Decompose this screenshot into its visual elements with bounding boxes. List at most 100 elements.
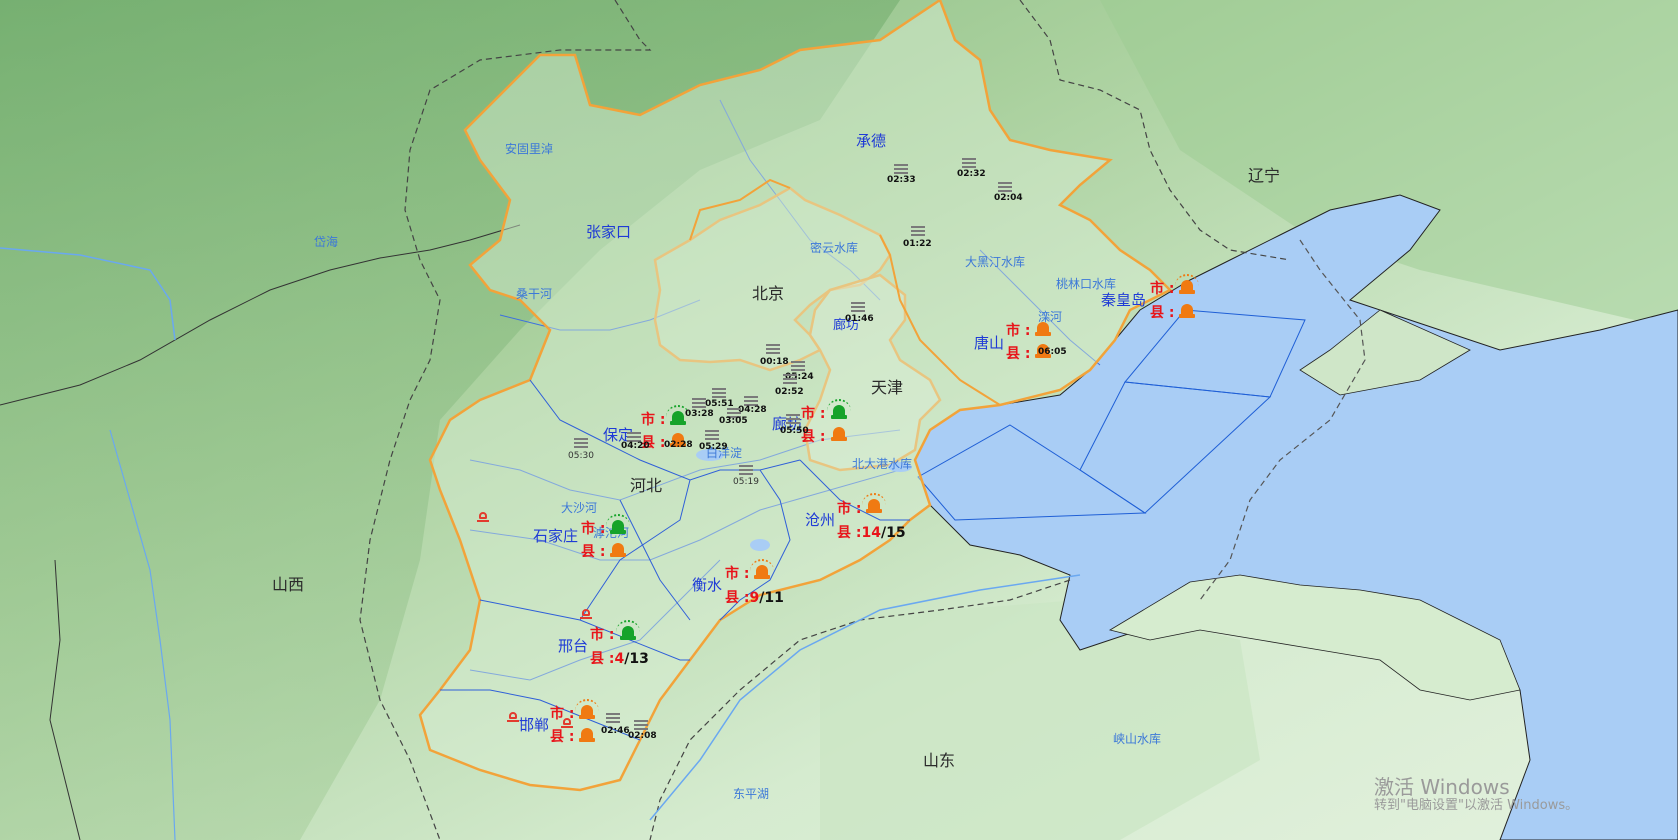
location-pin-icon[interactable] — [507, 712, 519, 723]
city-label-xingtai[interactable]: 邢台 — [558, 637, 589, 655]
water-label-luanhe: 滦河 — [1038, 310, 1063, 324]
station-marker-icon[interactable] — [786, 414, 800, 426]
province-label-shandong: 山东 — [923, 751, 956, 770]
station-time: 02:46 — [601, 726, 630, 736]
station-marker-icon[interactable] — [574, 438, 588, 450]
tangshan-city-siren-icon[interactable] — [1035, 320, 1051, 337]
handan-county-alert-label: 县 : — [550, 729, 575, 745]
station-marker-icon[interactable] — [627, 432, 641, 444]
xingtai-county-count-alerted: 4 — [614, 651, 625, 667]
shandong-hills — [820, 600, 1260, 840]
city-label-langfang[interactable]: 廊坊 — [772, 415, 803, 433]
river-daqing — [469, 429, 901, 501]
station-time: 05:50 — [780, 426, 809, 436]
city-label-shijiazhuang[interactable]: 石家庄 — [533, 527, 579, 545]
baoding-city-alert-label: 市 : — [641, 412, 666, 428]
baoding-county-alert-label: 县 : — [641, 435, 666, 451]
station-time: 05:24 — [785, 372, 814, 382]
langfang-county-siren-icon[interactable] — [831, 425, 847, 442]
city-label-chengde[interactable]: 承德 — [856, 132, 887, 150]
city-label-tangshan[interactable]: 唐山 — [974, 334, 1005, 352]
station-marker-icon[interactable] — [692, 398, 706, 410]
station-time: 01:46 — [845, 314, 874, 324]
station-marker-icon[interactable] — [712, 388, 726, 400]
river-fen — [109, 429, 176, 840]
cangzhou-city-siren-icon[interactable] — [862, 493, 886, 514]
province-label-hebei: 河北 — [630, 476, 663, 495]
qinhuangdao-county-siren-icon[interactable] — [1179, 302, 1195, 319]
xingtai-city-alert-label: 市 : — [590, 627, 615, 643]
station-marker-icon[interactable] — [606, 713, 620, 725]
city-label-hengshui[interactable]: 衡水 — [692, 576, 723, 594]
baoding-county-siren-icon[interactable] — [670, 431, 686, 448]
sea-zone-3 — [917, 424, 1147, 521]
langfang-city-siren-icon[interactable] — [827, 399, 851, 420]
station-marker-icon[interactable] — [851, 302, 865, 314]
station-marker-icon[interactable] — [634, 720, 648, 732]
tangshan-city-alert-label: 市 : — [1006, 323, 1031, 339]
city-label-qinhuangdao[interactable]: 秦皇岛 — [1101, 291, 1147, 309]
station-marker-icon[interactable] — [791, 361, 805, 373]
river-yellow — [649, 574, 1081, 821]
liaoning-border — [1019, 0, 1291, 261]
baoding-city-siren-icon[interactable] — [666, 405, 690, 426]
station-time: 02:32 — [957, 169, 986, 179]
hengshui-city-siren-icon[interactable] — [750, 559, 774, 580]
station-time: 05:19 — [733, 477, 759, 487]
province-label-liaoning: 辽宁 — [1248, 166, 1281, 185]
mountain-shade — [0, 0, 900, 840]
water-label-anguli: 安固里淖 — [505, 142, 554, 156]
water-label-baiyangdian: 白洋淀 — [706, 446, 743, 460]
tangshan-county-siren-icon[interactable] — [1035, 342, 1051, 359]
station-time: 02:33 — [887, 175, 916, 185]
qinhuangdao-county-alert-label: 县 : — [1150, 305, 1175, 321]
xingtai-county-count-total: /13 — [624, 651, 649, 667]
shijiazhuang-city-siren-icon[interactable] — [606, 514, 630, 535]
location-pin-icon[interactable] — [477, 512, 489, 523]
beidagang-lake — [888, 462, 912, 472]
hengshui-east-border — [719, 469, 791, 621]
location-pin-icon[interactable] — [580, 609, 592, 620]
river-fuyang — [469, 559, 721, 681]
handan-county-siren-icon[interactable] — [579, 726, 595, 743]
shijiazhuang-city-alert-label: 市 : — [581, 521, 606, 537]
station-marker-icon[interactable] — [705, 430, 719, 442]
city-label-handan[interactable]: 邯郸 — [519, 716, 550, 734]
water-label-taolinkou: 桃林口水库 — [1056, 277, 1117, 291]
station-marker-icon[interactable] — [998, 182, 1012, 194]
hengshui-county-alert: 县 :9/11 — [725, 591, 784, 605]
province-label-beijing: 北京 — [752, 284, 785, 303]
city-label-zhangjiakou[interactable]: 张家口 — [586, 223, 632, 241]
station-marker-icon[interactable] — [962, 158, 976, 170]
station-time: 04:20 — [621, 441, 650, 451]
city-label-langfang-north[interactable]: 廊坊 — [833, 318, 860, 333]
station-marker-icon[interactable] — [783, 374, 797, 386]
handan-city-siren-icon[interactable] — [575, 699, 599, 720]
shandong-peninsula — [1108, 574, 1521, 701]
station-time: 01:22 — [903, 239, 932, 249]
baoding-south-border — [529, 379, 801, 481]
langfang-county-alert-label: 县 : — [801, 429, 826, 445]
hengshui-county-count-alerted: 9 — [749, 590, 760, 606]
location-pin-icon[interactable] — [561, 718, 573, 729]
water-label-dashahe: 大沙河 — [561, 501, 598, 515]
province-label-shanxi: 山西 — [272, 575, 305, 594]
station-marker-icon[interactable] — [744, 396, 758, 408]
cangzhou-county-alert-label: 县 : — [837, 525, 862, 541]
station-marker-icon[interactable] — [766, 344, 780, 356]
station-marker-icon[interactable] — [727, 408, 741, 420]
xingtai-north-border — [479, 599, 690, 661]
station-marker-icon[interactable] — [894, 164, 908, 176]
water-label-sanggan: 桑干河 — [516, 287, 553, 301]
water-label-daihai: 岱海 — [314, 235, 339, 249]
handan-city-alert-label: 市 : — [550, 706, 575, 722]
station-marker-icon[interactable] — [911, 226, 925, 238]
water-label-xiashan: 峡山水库 — [1113, 732, 1162, 746]
city-label-baoding[interactable]: 保定 — [603, 426, 634, 444]
xingtai-city-siren-icon[interactable] — [616, 620, 640, 641]
qinhuangdao-city-siren-icon[interactable] — [1175, 274, 1199, 295]
shijiazhuang-county-siren-icon[interactable] — [610, 541, 626, 558]
station-marker-icon[interactable] — [739, 465, 753, 477]
city-label-cangzhou[interactable]: 沧州 — [805, 511, 836, 529]
